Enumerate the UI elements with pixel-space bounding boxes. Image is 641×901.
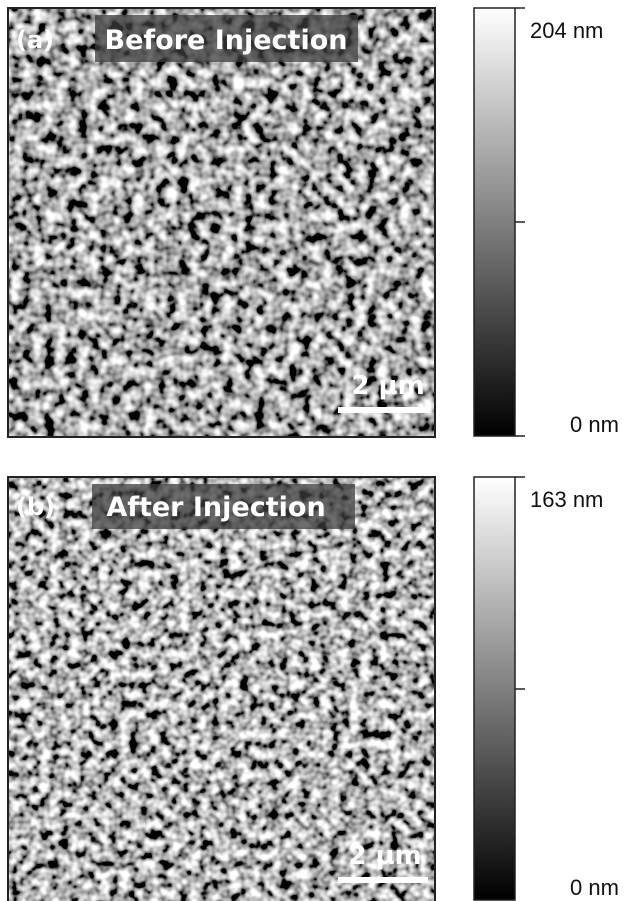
afm-image bbox=[8, 8, 435, 437]
colorbar bbox=[473, 7, 516, 437]
panel-title: After Injection bbox=[106, 492, 325, 523]
colorbar-max: 163 nm bbox=[530, 487, 603, 512]
panel-title: Before Injection bbox=[105, 25, 348, 56]
panel-label: (b) bbox=[16, 493, 55, 521]
colorbar-min: 0 nm bbox=[570, 412, 619, 437]
image-border bbox=[7, 7, 436, 438]
colorbar-min: 0 nm bbox=[570, 875, 619, 900]
scale-bar-label: 2 µm bbox=[351, 371, 424, 401]
panel-a: (a) Before Injection 2 µm 204 nm 0 nm bbox=[7, 7, 619, 438]
colorbar bbox=[473, 476, 516, 901]
panel-label: (a) bbox=[16, 26, 54, 54]
afm-image bbox=[8, 477, 435, 901]
image-border bbox=[7, 476, 436, 901]
panel-b: (b) After Injection 2 µm 163 nm 0 nm bbox=[7, 476, 619, 901]
title-box bbox=[95, 15, 358, 62]
title-box bbox=[92, 484, 355, 529]
scale-bar-label: 2 µm bbox=[348, 841, 421, 871]
colorbar-max: 204 nm bbox=[530, 18, 603, 43]
